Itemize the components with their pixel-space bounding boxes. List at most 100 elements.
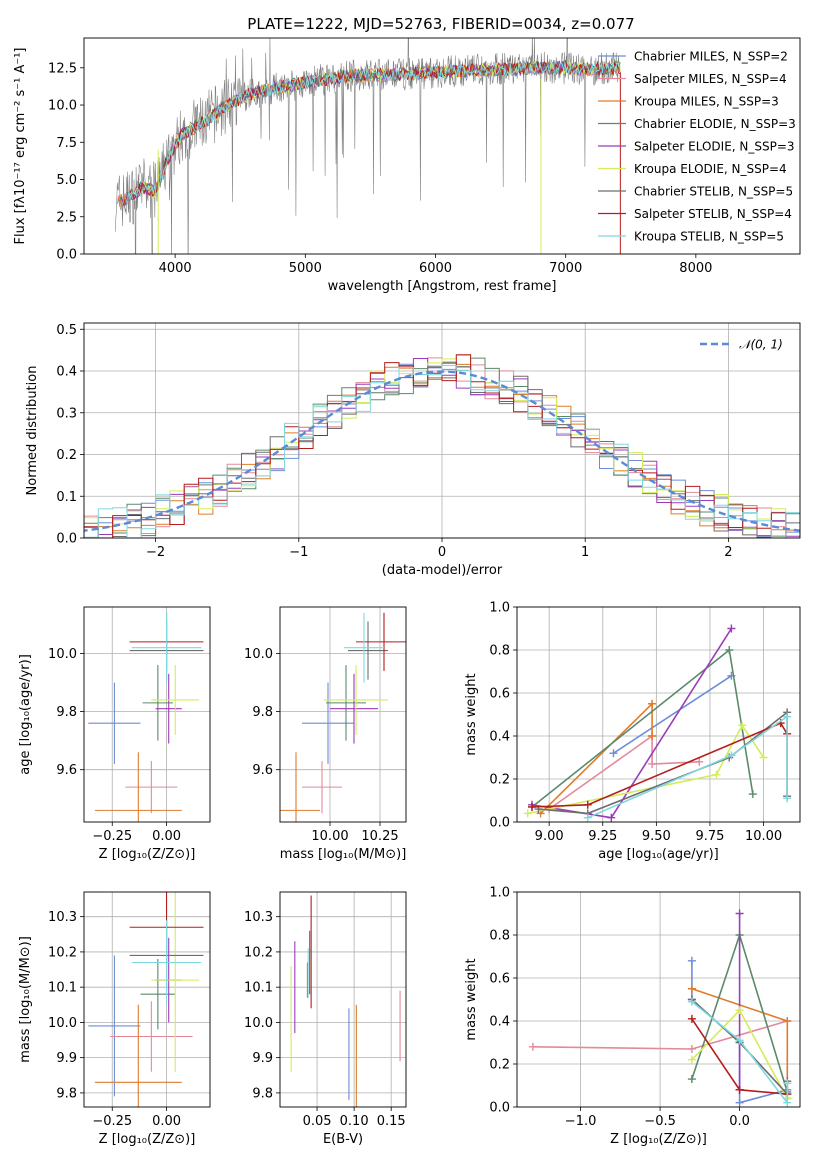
- spectrum-legend: Chabrier MILES, N_SSP=2 Salpeter MILES, N…: [598, 50, 796, 244]
- age-vs-Z-point-chabrier-miles: [88, 682, 141, 764]
- spectrum-ytick-label-1: 2.5: [56, 210, 77, 225]
- age-vs-mass-point-salpeter-stelib: [356, 612, 406, 671]
- spectrum-xtick-label-0: 4000: [159, 261, 192, 276]
- weight-vs-Z-marker-salpeter-stelib-0: [687, 1014, 696, 1023]
- residuals-ytick-label-2: 0.2: [56, 448, 77, 463]
- residuals-ytick-label-5: 0.5: [56, 323, 77, 338]
- weight-vs-Z-ylabel: mass weight: [464, 958, 479, 1040]
- mass-vs-EBV-ytick-label-0: 9.8: [252, 1086, 273, 1101]
- mass-vs-Z-xlabel: Z [log₁₀(Z/Z⊙)]: [99, 1132, 196, 1147]
- weight-vs-Z-lines: [528, 909, 792, 1107]
- residuals-xtick-label-4: 2: [724, 545, 732, 560]
- weight-vs-Z-marker-chabrier-miles-3: [735, 1098, 744, 1107]
- mass-vs-EBV-frame: [279, 891, 407, 1108]
- residuals-ytick-label-4: 0.4: [56, 365, 77, 380]
- residuals-xlabel: (data-model)/error: [382, 563, 503, 578]
- residuals-hist-kroupa-stelib: [84, 365, 800, 538]
- age-vs-mass-point-kroupa-elodie: [324, 665, 388, 735]
- mass-vs-Z-ylabel: mass [log₁₀(M/M⊙)]: [18, 936, 33, 1063]
- age-vs-Z-point-chabrier-elodie: [142, 665, 174, 741]
- weight-vs-age-marker-kroupa-stelib-1: [727, 751, 736, 760]
- mass-vs-Z-points: [88, 892, 204, 1107]
- weight-vs-Z-marker-kroupa-stelib-3: [783, 1079, 792, 1088]
- residuals-legend-label: 𝒩(0, 1): [739, 338, 783, 352]
- weight-vs-Z-marker-salpeter-stelib-1: [735, 1085, 744, 1094]
- age-vs-Z-points: [88, 612, 204, 822]
- residuals-xtick-label-3: 1: [581, 545, 589, 560]
- mass-vs-EBV-ytick-label-1: 9.9: [252, 1051, 273, 1066]
- weight-vs-Z-series-salpeter-elodie: [735, 909, 744, 1094]
- age-vs-mass-point-chabrier-stelib: [348, 621, 388, 680]
- weight-vs-age-marker-kroupa-stelib-3: [783, 794, 792, 803]
- mass-vs-Z-frame: [83, 891, 211, 1108]
- weight-vs-age-xlabel: age [log₁₀(age/yr)]: [598, 847, 719, 862]
- age-vs-mass-ytick-label-2: 10.0: [244, 647, 273, 662]
- weight-vs-age-series-kroupa-stelib: [583, 712, 792, 822]
- weight-vs-Z-marker-kroupa-elodie-1: [735, 1006, 744, 1015]
- weight-vs-Z-marker-chabrier-miles-0: [687, 956, 696, 965]
- weight-vs-Z-marker-kroupa-miles-1: [783, 1017, 792, 1025]
- weight-vs-Z-marker-salpeter-miles-0: [528, 1042, 537, 1051]
- weight-vs-Z-marker-salpeter-miles-1: [687, 1044, 696, 1053]
- age-vs-Z-ylabel: age [log₁₀(age/yr)]: [18, 654, 33, 775]
- mass-vs-Z-ytick-label-4: 10.2: [48, 945, 77, 960]
- spectrum-xtick-label-2: 6000: [419, 261, 452, 276]
- spectrum-frame: [83, 37, 801, 255]
- spectrum-legend-label-7: Salpeter STELIB, N_SSP=4: [634, 207, 792, 221]
- weight-vs-age-ytick-label-0: 0.0: [489, 816, 510, 831]
- spectrum-ytick-label-4: 10.0: [48, 99, 77, 114]
- weight-vs-age-marker-salpeter-miles-3: [695, 757, 704, 766]
- weight-vs-Z-axes: −1.0 −0.5 0.0 0.0 0.2 0.4 0.6 0.8 1.0 Z [log₁₀(Z/…: [464, 886, 800, 1147]
- mass-vs-Z-axes: −0.25 0.00 9.8 9.9 10.0 10.1 10.2 10.3 Z [log₁₀(…: [18, 892, 210, 1147]
- spectrum-model-salpeter-elodie: [120, 60, 620, 206]
- age-vs-Z-point-kroupa-stelib: [131, 612, 202, 683]
- weight-vs-Z-xtick-label-1: −0.5: [644, 1114, 676, 1129]
- mass-vs-EBV-ytick-label-5: 10.3: [244, 910, 273, 925]
- residuals-xtick-label-2: 0: [438, 545, 446, 560]
- weight-vs-age-marker-kroupa-elodie-3: [759, 753, 768, 762]
- weight-vs-age-marker-salpeter-stelib-0: [528, 802, 537, 811]
- weight-vs-age-ytick-label-5: 1.0: [489, 601, 510, 616]
- spectrum-legend-label-1: Salpeter MILES, N_SSP=4: [634, 72, 787, 86]
- weight-vs-age-series-chabrier-miles: [609, 671, 736, 758]
- spectrum-axes: 4000 5000 6000 7000 8000 0.0 2.5 5.0 7.5 10.0 12.5…: [13, 48, 712, 295]
- weight-vs-Z-ytick-label-0: 0.0: [489, 1101, 510, 1116]
- weight-vs-Z-ytick-label-3: 0.6: [489, 972, 510, 987]
- age-vs-Z-axes: −0.25 0.00 9.6 9.8 10.0 Z [log₁₀(Z/Z⊙)] age [l…: [18, 607, 210, 862]
- weight-vs-Z-marker-chabrier-elodie-0: [687, 1075, 696, 1084]
- spectrum-legend-label-3: Chabrier ELODIE, N_SSP=3: [634, 117, 796, 131]
- age-vs-Z-xtick-label-0: −0.25: [92, 829, 132, 844]
- mass-vs-Z-point-kroupa-elodie: [151, 892, 200, 1072]
- residuals-ytick-label-0: 0.0: [56, 532, 77, 547]
- spectrum-ytick-label-0: 0.0: [56, 248, 77, 263]
- age-vs-mass-axes: 10.00 10.25 9.6 9.8 10.0 mass [log₁₀(M/M⊙)]: [244, 607, 406, 862]
- weight-vs-age-series-salpeter-miles: [545, 732, 704, 814]
- age-vs-mass-xtick-label-0: 10.00: [311, 829, 348, 844]
- weight-vs-age-xtick-label-4: 10.00: [745, 829, 782, 844]
- weight-vs-age-xtick-label-1: 9.25: [588, 829, 617, 844]
- mass-vs-EBV-ytick-label-3: 10.1: [244, 981, 273, 996]
- weight-vs-age-ytick-label-2: 0.4: [489, 730, 510, 745]
- age-vs-mass-xlabel: mass [log₁₀(M/M⊙)]: [280, 847, 407, 862]
- age-vs-Z-ytick-label-0: 9.6: [56, 763, 77, 778]
- weight-vs-Z-marker-kroupa-stelib-1: [735, 1036, 744, 1045]
- weight-vs-age-marker-salpeter-stelib-1: [583, 800, 592, 809]
- residuals-xtick-label-0: −2: [146, 545, 165, 560]
- spectrum-lines: [114, 38, 621, 254]
- weight-vs-age-marker-chabrier-elodie-1: [725, 646, 734, 654]
- age-vs-mass-point-kroupa-miles: [280, 752, 320, 822]
- mass-vs-Z-ytick-label-3: 10.1: [48, 981, 77, 996]
- mass-vs-Z-point-chabrier-elodie: [140, 958, 176, 1030]
- weight-vs-age-ylabel: mass weight: [464, 673, 479, 755]
- age-vs-mass-point-salpeter-elodie: [330, 673, 378, 744]
- weight-vs-age-marker-salpeter-elodie-2: [727, 624, 736, 633]
- weight-vs-age-series-salpeter-stelib: [528, 719, 792, 811]
- age-vs-Z-point-salpeter-elodie: [155, 673, 182, 744]
- age-vs-Z-frame: [83, 606, 211, 823]
- weight-vs-Z-ytick-label-4: 0.8: [489, 929, 510, 944]
- spectrum-legend-label-4: Salpeter ELODIE, N_SSP=3: [634, 140, 795, 154]
- weight-vs-Z-frame: [516, 891, 801, 1108]
- weight-vs-age-marker-kroupa-elodie-0: [523, 809, 532, 818]
- weight-vs-age-frame: [516, 606, 801, 823]
